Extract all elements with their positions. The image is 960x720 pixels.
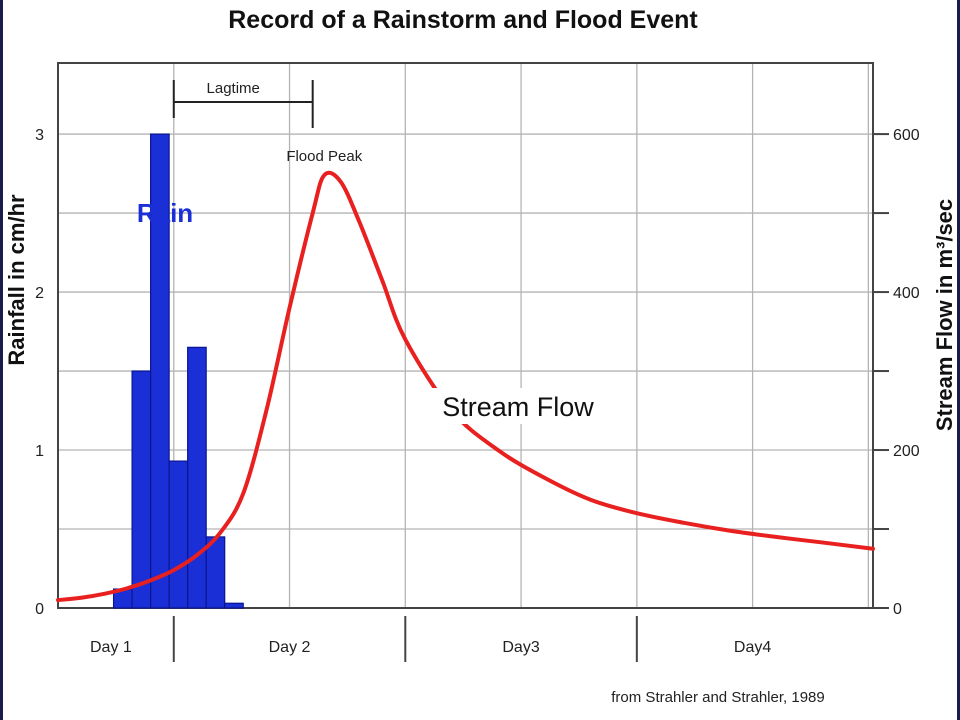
y-left-tick-label: 1 (35, 443, 44, 460)
y-axis-right-title: Stream Flow in m³/sec (932, 199, 957, 431)
lagtime-bracket: Lagtime (172, 80, 314, 128)
lagtime-label: Lagtime (207, 80, 260, 97)
plot-area-border (57, 62, 874, 609)
x-day-label: Day4 (734, 639, 771, 656)
rain-bar (187, 346, 207, 609)
flood-peak-label: Flood Peak (286, 148, 362, 165)
stream-flow-line (56, 170, 875, 603)
y-right-tick-label: 600 (893, 127, 920, 144)
y-right-tick-label: 400 (893, 285, 920, 302)
y-right-tick-label: 200 (893, 443, 920, 460)
rain-bar (168, 460, 189, 609)
rain-bar (131, 370, 152, 609)
x-day-label: Day 1 (90, 639, 132, 656)
gridlines (58, 63, 873, 608)
rain-label: Rain (137, 198, 193, 228)
rain-bars (112, 133, 244, 609)
x-day-label: Day3 (502, 639, 539, 656)
rain-bar (150, 133, 170, 609)
y-right-tick-label: 0 (893, 601, 902, 618)
y-left-tick-label: 0 (35, 601, 44, 618)
axes: 0 1 2 3 0 200 400 600 Day 1 Day 2 Day3 Day4 (35, 127, 920, 662)
rain-bar (224, 602, 244, 609)
y-left-tick-label: 3 (35, 127, 44, 144)
stream-flow-label: Stream Flow (442, 392, 594, 422)
x-day-label: Day 2 (269, 639, 311, 656)
right-border (957, 0, 960, 720)
left-border (0, 0, 3, 720)
chart-title: Record of a Rainstorm and Flood Event (228, 6, 698, 34)
source-credit: from Strahler and Strahler, 1989 (611, 689, 824, 706)
stream-flow-label-backdrop (432, 388, 604, 424)
y-left-tick-label: 2 (35, 285, 44, 302)
y-axis-left-title: Rainfall in cm/hr (4, 194, 29, 366)
